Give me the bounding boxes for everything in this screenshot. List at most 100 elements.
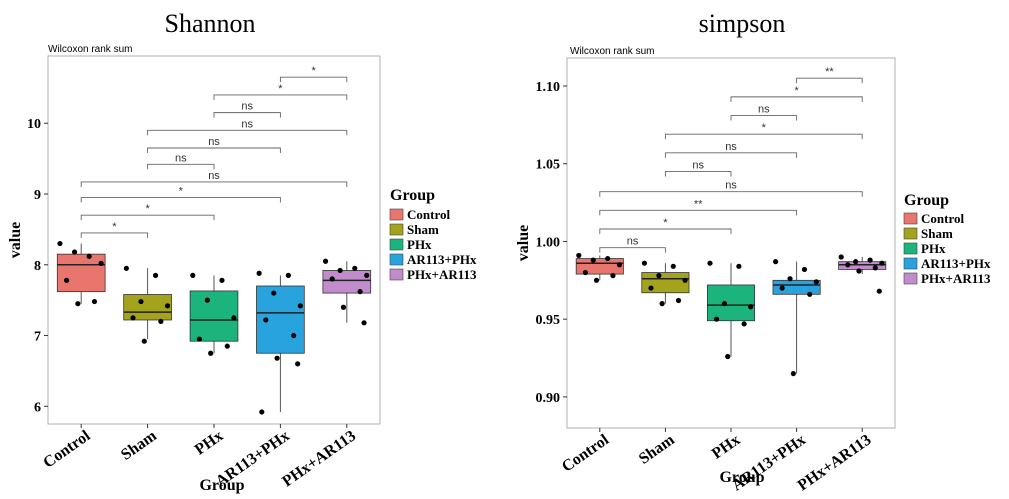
significance-label: * xyxy=(278,83,283,95)
x-tick-label: PHx+AR113 xyxy=(795,431,875,494)
data-point xyxy=(659,301,665,307)
y-tick-label: 9 xyxy=(34,188,41,203)
significance-bracket xyxy=(147,129,348,136)
significance-bracket xyxy=(213,94,348,100)
data-point xyxy=(224,343,230,349)
x-tick-label: PHx xyxy=(192,427,227,458)
significance-bracket xyxy=(80,214,215,221)
y-tick-label: 10 xyxy=(27,117,41,132)
y-tick-label: 7 xyxy=(34,330,41,345)
significance-label: ns xyxy=(241,118,253,130)
data-point xyxy=(813,279,819,285)
data-point xyxy=(274,355,280,361)
legend-swatch xyxy=(903,227,918,240)
significance-label: ns xyxy=(208,136,220,148)
box-PHx+AR113 xyxy=(838,261,887,270)
data-point xyxy=(713,316,720,322)
significance-label: ns xyxy=(692,159,704,171)
legend-title: Group xyxy=(390,187,435,204)
legend-swatch xyxy=(903,272,918,285)
data-point xyxy=(138,298,144,305)
data-point xyxy=(790,370,796,377)
legend-item-label: AR113+PHx xyxy=(921,256,991,271)
data-point xyxy=(285,272,291,278)
significance-bracket xyxy=(664,133,863,140)
significance-bracket xyxy=(279,76,348,83)
y-tick-label: 1.00 xyxy=(536,235,561,250)
data-point xyxy=(773,259,779,265)
legend-item-label: PHx xyxy=(407,237,432,252)
y-axis-label: value xyxy=(515,225,532,261)
data-point xyxy=(605,255,611,262)
legend-item-label: Control xyxy=(921,211,964,226)
significance-label: * xyxy=(145,203,150,215)
legend-item-label: PHx+AR113 xyxy=(407,267,477,282)
data-point xyxy=(256,270,262,276)
y-tick-label: 0.95 xyxy=(536,313,561,328)
y-tick-label: 1.10 xyxy=(536,80,561,95)
data-point xyxy=(291,332,297,339)
data-point xyxy=(736,263,742,269)
x-tick-label: Sham xyxy=(636,431,678,468)
data-point xyxy=(340,304,347,310)
data-point xyxy=(879,260,885,266)
significance-bracket xyxy=(147,147,281,153)
significance-bracket xyxy=(80,197,281,203)
data-point xyxy=(610,273,616,279)
data-point xyxy=(164,303,171,309)
legend-swatch xyxy=(389,253,404,266)
legend-swatch xyxy=(389,208,404,221)
data-point xyxy=(361,320,367,326)
data-point xyxy=(593,277,600,283)
legend-swatch xyxy=(389,238,404,251)
box-Control xyxy=(575,258,624,275)
legend-swatch xyxy=(389,223,404,236)
plot-panel xyxy=(47,55,381,425)
box-Sham xyxy=(641,272,690,294)
legend-swatch xyxy=(389,268,404,281)
significance-bracket xyxy=(147,163,215,170)
significance-label: ns xyxy=(208,170,220,182)
significance-label: * xyxy=(311,65,316,77)
y-axis-label: value xyxy=(7,222,24,258)
x-axis-label: Group xyxy=(719,469,764,486)
data-point xyxy=(263,317,269,323)
data-point xyxy=(853,259,859,265)
significance-bracket xyxy=(213,112,281,118)
significance-bracket xyxy=(730,96,863,102)
legend-item-label: Control xyxy=(407,207,450,222)
data-point xyxy=(231,315,237,321)
box-PHx xyxy=(189,290,239,342)
legend-swatch xyxy=(903,257,918,270)
data-point xyxy=(86,253,92,259)
chart-0: Shannon Wilcoxon rank sum 6 7 8 9 10 * * * ns ns ns n… xyxy=(7,9,477,494)
significance-bracket xyxy=(599,228,732,235)
data-point xyxy=(152,272,159,278)
significance-label: * xyxy=(179,186,184,198)
data-point xyxy=(641,260,648,266)
data-point xyxy=(616,262,623,268)
data-point xyxy=(259,409,265,415)
data-point xyxy=(576,252,582,259)
x-axis-label: Group xyxy=(199,477,244,494)
data-point xyxy=(357,289,363,295)
significance-bracket xyxy=(599,191,863,197)
data-point xyxy=(63,277,70,283)
data-point xyxy=(204,297,210,303)
significance-label: * xyxy=(794,85,799,97)
significance-label: * xyxy=(762,122,767,134)
data-point xyxy=(91,298,98,305)
data-point xyxy=(98,260,104,266)
legend-swatch xyxy=(903,212,918,225)
significance-bracket xyxy=(664,152,798,158)
legend-item-label: Sham xyxy=(921,226,953,241)
significance-bracket xyxy=(664,171,732,177)
legend-item-label: Sham xyxy=(407,222,439,237)
chart-subtitle: Wilcoxon rank sum xyxy=(570,46,654,57)
significance-bracket xyxy=(730,115,798,121)
data-point xyxy=(295,361,301,367)
chart-1: simpson Wilcoxon rank sum 0.90 0.95 1.00 1.05… xyxy=(515,9,991,494)
